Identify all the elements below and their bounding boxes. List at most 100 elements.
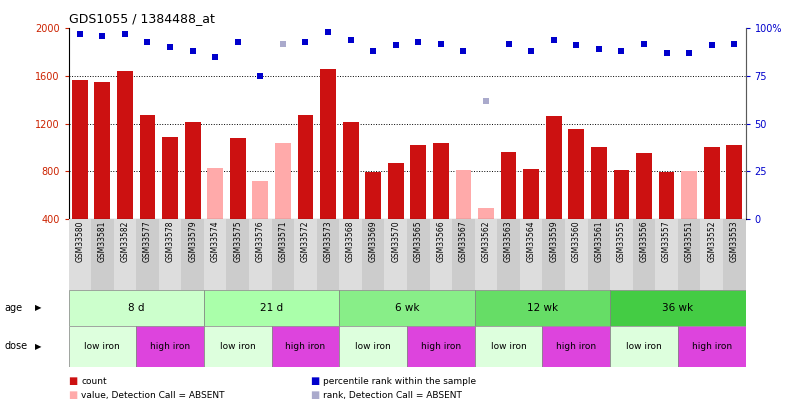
Bar: [159, 219, 181, 290]
Text: GSM33575: GSM33575: [233, 221, 243, 262]
Text: GSM33573: GSM33573: [323, 221, 333, 262]
Bar: [384, 219, 407, 290]
Bar: [430, 219, 452, 290]
Bar: [69, 290, 204, 326]
Text: high iron: high iron: [556, 342, 596, 351]
Bar: [704, 147, 720, 219]
Bar: [475, 290, 610, 326]
Text: GSM33570: GSM33570: [391, 221, 401, 262]
Bar: [678, 219, 700, 290]
Text: GSM33563: GSM33563: [504, 221, 513, 262]
Bar: [700, 219, 723, 290]
Bar: [388, 163, 404, 219]
Text: GSM33561: GSM33561: [594, 221, 604, 262]
Text: low iron: low iron: [355, 342, 391, 351]
Text: GSM33557: GSM33557: [662, 221, 671, 262]
Text: value, Detection Call = ABSENT: value, Detection Call = ABSENT: [81, 391, 225, 400]
Text: ■: ■: [69, 390, 77, 400]
Bar: [252, 181, 268, 219]
Bar: [478, 208, 494, 219]
Text: high iron: high iron: [692, 342, 732, 351]
Bar: [568, 129, 584, 219]
Text: GSM33559: GSM33559: [549, 221, 559, 262]
Bar: [249, 219, 272, 290]
Text: ▶: ▶: [35, 303, 42, 312]
Text: GSM33579: GSM33579: [188, 221, 197, 262]
Bar: [230, 139, 246, 219]
Bar: [72, 79, 88, 219]
Bar: [455, 170, 472, 219]
Bar: [452, 219, 475, 290]
Bar: [207, 168, 223, 219]
Text: age: age: [4, 303, 22, 313]
Text: low iron: low iron: [491, 342, 526, 351]
Bar: [343, 122, 359, 219]
Text: GSM33581: GSM33581: [98, 221, 107, 262]
Bar: [475, 326, 542, 367]
Bar: [610, 290, 746, 326]
Bar: [520, 219, 542, 290]
Bar: [294, 219, 317, 290]
Bar: [610, 326, 678, 367]
Text: count: count: [81, 377, 107, 386]
Bar: [136, 326, 204, 367]
Text: high iron: high iron: [150, 342, 190, 351]
Bar: [636, 153, 652, 219]
Text: dose: dose: [4, 341, 27, 351]
Text: GSM33569: GSM33569: [368, 221, 378, 262]
Bar: [204, 290, 339, 326]
Text: GSM33574: GSM33574: [210, 221, 220, 262]
Bar: [588, 219, 610, 290]
Text: low iron: low iron: [85, 342, 120, 351]
Text: GSM33577: GSM33577: [143, 221, 152, 262]
Text: GSM33580: GSM33580: [75, 221, 85, 262]
Text: GSM33567: GSM33567: [459, 221, 468, 262]
Text: GSM33576: GSM33576: [256, 221, 265, 262]
Bar: [272, 219, 294, 290]
Text: 8 d: 8 d: [128, 303, 144, 313]
Text: high iron: high iron: [421, 342, 461, 351]
Bar: [433, 143, 449, 219]
Text: GSM33582: GSM33582: [120, 221, 130, 262]
Bar: [320, 69, 336, 219]
Text: 36 wk: 36 wk: [663, 303, 693, 313]
Text: low iron: low iron: [626, 342, 662, 351]
Text: GSM33551: GSM33551: [684, 221, 694, 262]
Bar: [523, 169, 539, 219]
Bar: [94, 82, 110, 219]
Bar: [723, 219, 746, 290]
Text: ▶: ▶: [35, 342, 42, 351]
Bar: [69, 219, 91, 290]
Bar: [275, 143, 291, 219]
Text: GSM33572: GSM33572: [301, 221, 310, 262]
Bar: [410, 145, 426, 219]
Bar: [362, 219, 384, 290]
Text: ■: ■: [310, 375, 319, 386]
Text: GSM33571: GSM33571: [278, 221, 288, 262]
Bar: [678, 326, 746, 367]
Text: GSM33556: GSM33556: [639, 221, 649, 262]
Bar: [139, 115, 156, 219]
Bar: [114, 219, 136, 290]
Bar: [542, 219, 565, 290]
Text: GSM33568: GSM33568: [346, 221, 355, 262]
Bar: [365, 172, 381, 219]
Text: GDS1055 / 1384488_at: GDS1055 / 1384488_at: [69, 12, 214, 25]
Text: 12 wk: 12 wk: [527, 303, 558, 313]
Text: 21 d: 21 d: [260, 303, 283, 313]
Text: GSM33553: GSM33553: [729, 221, 739, 262]
Bar: [726, 145, 742, 219]
Bar: [91, 219, 114, 290]
Text: high iron: high iron: [285, 342, 326, 351]
Text: GSM33578: GSM33578: [165, 221, 175, 262]
Bar: [136, 219, 159, 290]
Bar: [339, 326, 407, 367]
Bar: [407, 326, 475, 367]
Bar: [542, 326, 610, 367]
Text: low iron: low iron: [220, 342, 256, 351]
Bar: [204, 326, 272, 367]
Text: GSM33555: GSM33555: [617, 221, 626, 262]
Text: GSM33562: GSM33562: [481, 221, 491, 262]
Bar: [317, 219, 339, 290]
Bar: [501, 152, 517, 219]
